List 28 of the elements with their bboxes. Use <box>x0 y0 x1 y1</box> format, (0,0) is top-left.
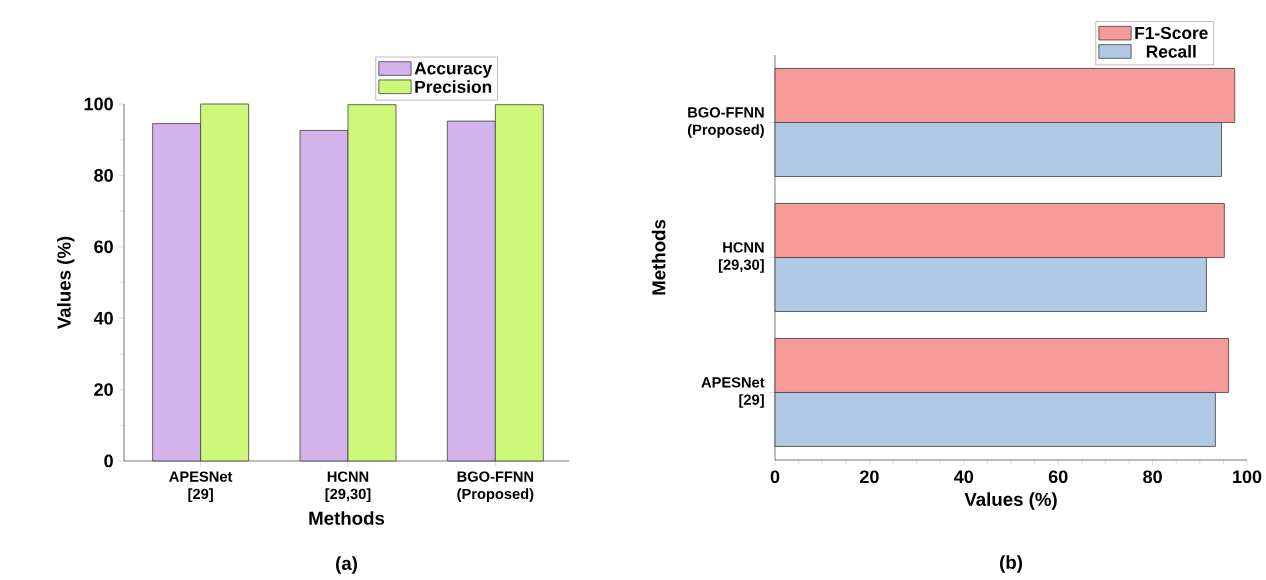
x-tick-label: HCNN [29,30] <box>325 471 371 502</box>
y-tick-label: 100 <box>84 97 113 111</box>
x-tick-label: 0 <box>770 470 780 484</box>
x-tick-label: 40 <box>954 470 974 484</box>
legend-label: Recall <box>1146 44 1196 58</box>
y-axis-title: Methods <box>651 219 666 295</box>
x-axis-title: Values (%) <box>964 492 1057 510</box>
x-tick-label: 80 <box>1143 470 1162 484</box>
x-tick-label: 100 <box>1233 470 1262 484</box>
x-tick-label: 60 <box>1048 470 1068 484</box>
y-tick-label: HCNN [29,30] <box>718 242 764 273</box>
legend-label: F1-Score <box>1135 26 1208 40</box>
y-tick-label: 0 <box>104 454 113 468</box>
y-tick-label: BGO-FFNN (Proposed) <box>687 107 764 138</box>
x-tick-label: 20 <box>860 470 879 484</box>
y-tick-label: 40 <box>93 311 113 325</box>
text: (b) <box>1000 555 1022 573</box>
x-tick-label: BGO-FFNN (Proposed) <box>457 471 534 502</box>
y-tick-label: 60 <box>94 240 113 254</box>
text: (a) <box>336 556 357 574</box>
x-axis-title: Methods <box>309 511 385 525</box>
legend-label: Accuracy <box>414 62 493 78</box>
y-tick-label: APESNet [29] <box>701 377 765 408</box>
x-tick-label: APESNet [29] <box>169 471 233 502</box>
y-tick-label: 20 <box>94 383 113 396</box>
y-tick-label: 80 <box>94 169 113 182</box>
y-axis-title: Values (%) <box>57 236 75 330</box>
legend-label: Precision <box>415 80 492 93</box>
